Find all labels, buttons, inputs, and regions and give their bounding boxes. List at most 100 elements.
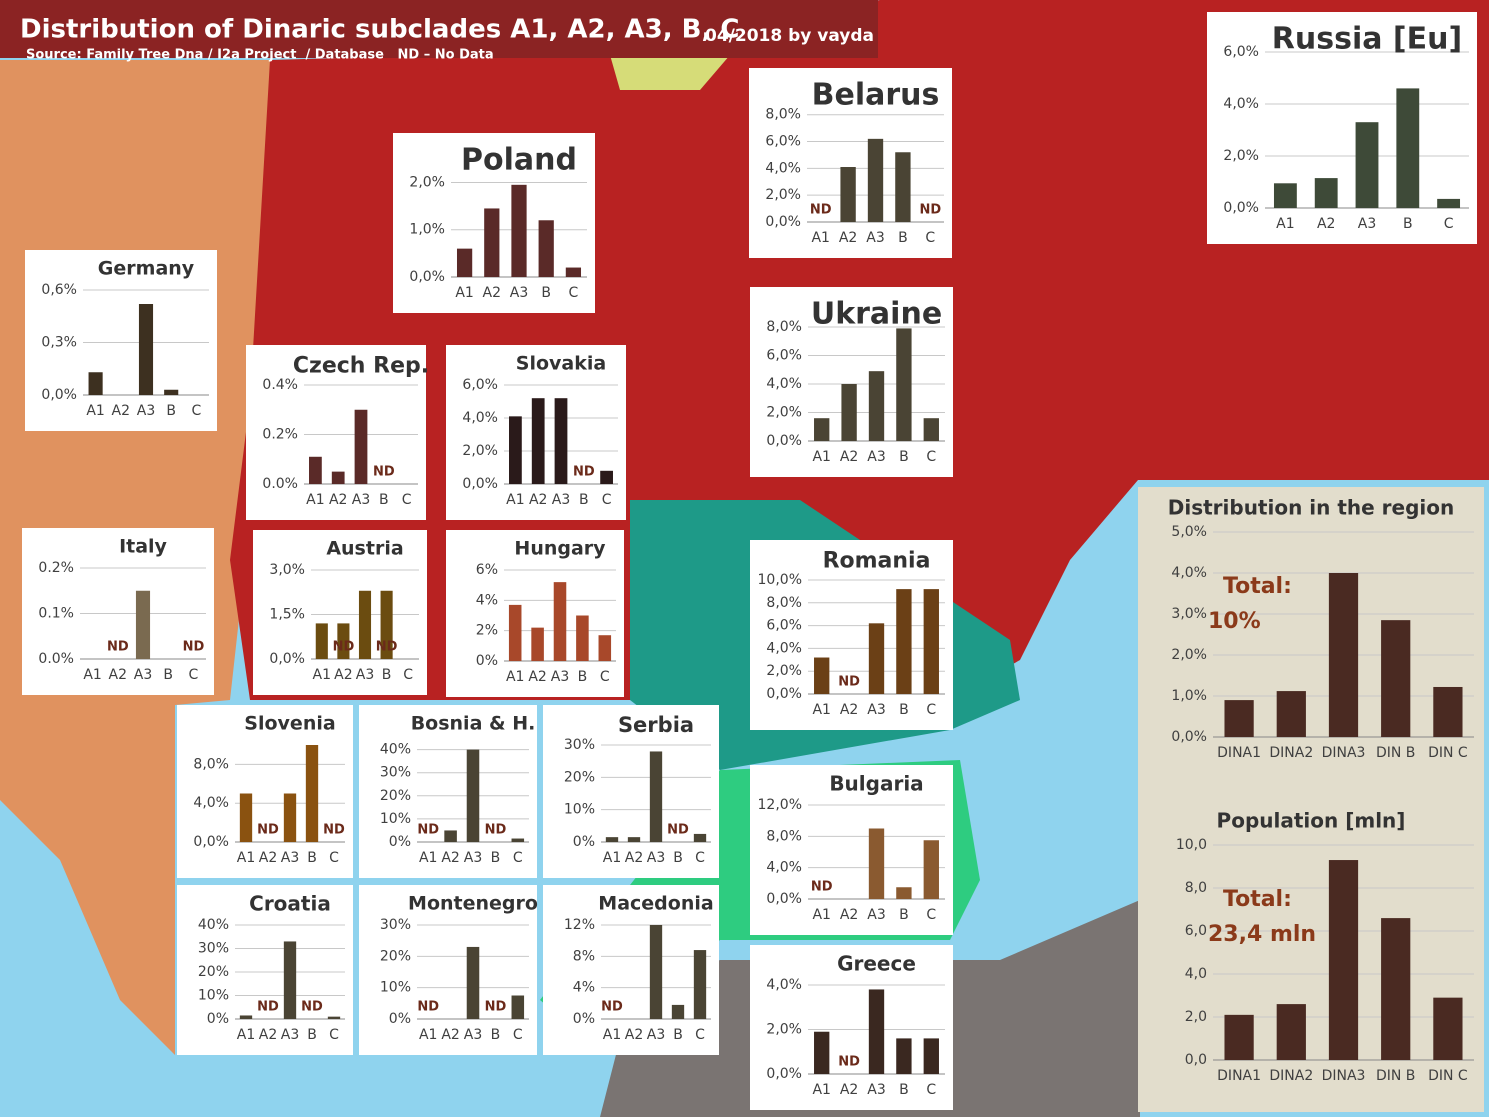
chart-box — [543, 705, 719, 878]
x-tick-label: B — [307, 1027, 317, 1043]
bar — [511, 995, 525, 1019]
x-tick-label: DIN B — [1376, 745, 1415, 761]
bar — [1433, 686, 1463, 737]
bar — [868, 989, 885, 1074]
chart-box — [177, 705, 353, 878]
x-tick-label: C — [192, 403, 202, 419]
x-tick-label: B — [898, 230, 908, 246]
y-tick-label: 6,0 — [1185, 923, 1207, 939]
bar — [841, 384, 857, 441]
chart-title: Montenegro — [408, 893, 538, 915]
bar — [553, 582, 567, 661]
chart-title: Austria — [326, 538, 403, 560]
bar — [649, 751, 663, 842]
bar — [138, 304, 154, 395]
y-tick-label: 0.2% — [38, 560, 74, 576]
nd-label: ND — [301, 1000, 323, 1015]
x-tick-label: A3 — [281, 1027, 299, 1043]
chart-title: Belarus — [812, 78, 940, 113]
y-tick-label: 0% — [573, 1011, 595, 1027]
y-tick-label: 2,0% — [462, 443, 498, 459]
nd-label: ND — [417, 1000, 439, 1015]
y-tick-label: 0,0% — [766, 686, 802, 702]
x-tick-label: C — [513, 1027, 523, 1043]
y-tick-label: 0,0% — [766, 1066, 802, 1082]
y-tick-label: 30% — [380, 765, 411, 781]
chart-box — [22, 528, 214, 695]
nd-label: ND — [811, 880, 833, 895]
y-tick-label: 0% — [573, 834, 595, 850]
x-tick-label: C — [925, 230, 935, 246]
x-tick-label: A2 — [259, 850, 277, 866]
x-tick-label: B — [899, 907, 909, 923]
x-tick-label: DINA2 — [1269, 745, 1313, 761]
x-tick-label: A3 — [866, 230, 884, 246]
x-tick-label: C — [926, 907, 936, 923]
header-band — [0, 0, 878, 58]
y-tick-label: 0,0% — [1223, 200, 1259, 216]
x-tick-label: A1 — [811, 230, 829, 246]
bar — [511, 838, 525, 842]
x-tick-label: B — [541, 285, 551, 301]
chart-box — [750, 945, 953, 1110]
y-tick-label: 8,0% — [193, 756, 229, 772]
chart-box — [750, 765, 953, 935]
bar — [538, 220, 554, 277]
y-tick-label: 2,0% — [765, 187, 801, 203]
y-tick-label: 10% — [198, 988, 229, 1004]
bar — [867, 138, 884, 222]
x-tick-label: A1 — [419, 1027, 437, 1043]
x-tick-label: A1 — [306, 492, 324, 508]
y-tick-label: 0.4% — [262, 377, 298, 393]
x-tick-label: A2 — [840, 702, 858, 718]
x-tick-label: B — [166, 403, 176, 419]
x-tick-label: C — [403, 667, 413, 683]
bar — [1314, 178, 1338, 208]
y-tick-label: 40% — [198, 917, 229, 933]
x-tick-label: A3 — [510, 285, 528, 301]
chart-title: Slovenia — [244, 713, 335, 735]
chart-box — [446, 530, 624, 697]
y-tick-label: 0% — [476, 653, 498, 669]
chart-box — [750, 540, 953, 730]
y-tick-label: 8,0% — [766, 319, 802, 335]
bar — [671, 1004, 685, 1019]
chart-title: Germany — [98, 258, 195, 280]
bar — [466, 946, 480, 1019]
x-tick-label: A2 — [840, 1082, 858, 1098]
y-tick-label: 30% — [198, 941, 229, 957]
bar — [1224, 1014, 1254, 1060]
bar — [693, 833, 707, 842]
bar — [693, 950, 707, 1019]
y-tick-label: 5,0% — [1171, 524, 1207, 540]
chart-box — [750, 287, 953, 477]
chart-box — [177, 885, 353, 1055]
x-tick-label: B — [307, 850, 317, 866]
bar — [509, 416, 522, 484]
x-tick-label: A2 — [112, 403, 130, 419]
x-tick-label: A2 — [528, 669, 546, 685]
bar — [331, 471, 345, 484]
x-tick-label: A3 — [867, 1082, 885, 1098]
bar — [135, 590, 151, 659]
chart-title: Italy — [119, 536, 167, 558]
total-label: Total: — [1223, 887, 1292, 912]
x-tick-label: A1 — [603, 1027, 621, 1043]
y-tick-label: 4,0% — [462, 410, 498, 426]
y-tick-label: 0,0 — [1185, 1052, 1207, 1068]
chart-title: Ukraine — [811, 297, 942, 332]
x-tick-label: A1 — [313, 667, 331, 683]
chart-box — [749, 68, 952, 258]
x-tick-label: C — [926, 1082, 936, 1098]
x-tick-label: A1 — [812, 907, 830, 923]
y-tick-label: 4,0% — [766, 376, 802, 392]
x-tick-label: A3 — [352, 492, 370, 508]
y-tick-label: 10% — [380, 980, 411, 996]
x-tick-label: DINA3 — [1322, 1068, 1366, 1084]
x-tick-label: A2 — [441, 850, 459, 866]
y-tick-label: 30% — [564, 737, 595, 753]
x-tick-label: A2 — [625, 1027, 643, 1043]
chart-title: Bulgaria — [829, 772, 923, 796]
bar — [164, 389, 179, 395]
x-tick-label: A1 — [812, 449, 830, 465]
